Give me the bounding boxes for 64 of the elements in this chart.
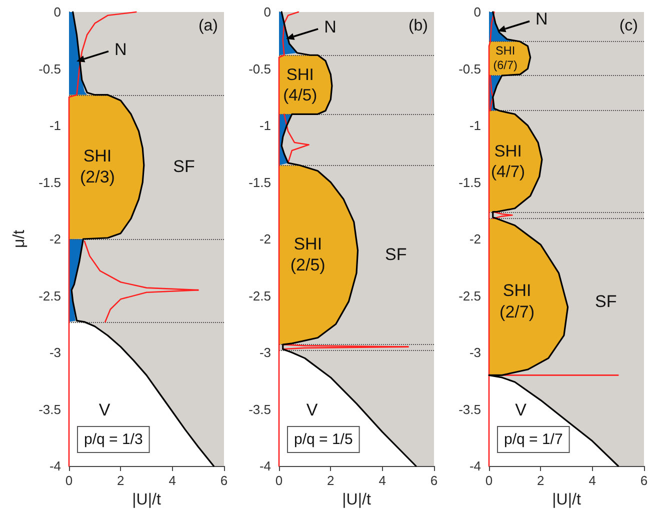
y-tick-label: -2 (49, 232, 61, 246)
y-tick-label: -4 (259, 458, 271, 474)
y-tick-label: -1 (259, 118, 271, 133)
annotation: (a) (198, 18, 218, 34)
y-tick-label: -1.5 (38, 174, 61, 190)
y-tick-label: -2.5 (38, 288, 61, 304)
x-tick-label: 2 (537, 473, 544, 488)
x-tick-label: 2 (117, 473, 124, 488)
x-tick-label: 4 (168, 473, 176, 488)
series-label: SHI (2/3) (80, 146, 115, 187)
series-label: SHI (2/7) (500, 281, 535, 322)
y-tick-label: -1 (469, 118, 481, 133)
series-label: V (98, 400, 111, 420)
y-tick-label: -2 (259, 232, 271, 246)
series-label: SHI (4/7) (491, 142, 526, 182)
x-axis-title: |U|/t (342, 492, 372, 508)
y-axis-title: μ/t (11, 229, 28, 248)
series-label: SHI (6/7) (493, 44, 518, 72)
y-tick-label: -2.5 (458, 288, 481, 304)
series-label: V (515, 400, 528, 420)
y-tick-label: -4 (49, 458, 61, 474)
y-tick-label: 0 (264, 4, 271, 20)
x-tick-label: 0 (275, 473, 283, 488)
y-tick-label: -3.5 (458, 402, 481, 417)
y-tick-label: -3.5 (248, 402, 271, 417)
x-tick-label: 6 (430, 473, 438, 488)
y-tick-label: -3 (259, 345, 271, 360)
annotation: p/q = 1/3 (84, 431, 143, 448)
annotation: p/q = 1/7 (504, 431, 563, 448)
x-tick-label: 2 (327, 473, 334, 488)
x-tick-label: 4 (378, 473, 386, 488)
series-label: N (324, 17, 336, 36)
y-tick-label: -4 (469, 458, 481, 474)
annotation: p/q = 1/5 (294, 431, 353, 448)
y-tick-label: 0 (54, 4, 61, 20)
x-axis-title: |U|/t (552, 492, 582, 508)
x-axis-title: |U|/t (132, 492, 162, 508)
text: N (114, 40, 127, 59)
y-tick-label: -2 (469, 232, 481, 246)
annotation: (c) (619, 18, 638, 34)
series-label: N (536, 10, 548, 29)
y-tick-label: -3 (469, 345, 481, 360)
y-tick-label: -2.5 (248, 288, 271, 304)
series-label: V (306, 400, 318, 420)
x-tick-label: 4 (588, 473, 596, 488)
y-tick-label: -1 (49, 118, 61, 133)
y-tick-label: -1.5 (248, 174, 271, 190)
y-tick-label: -3 (49, 345, 61, 360)
y-tick-label: -0.5 (248, 61, 271, 76)
band-label: SF (385, 245, 407, 264)
x-tick-label: 6 (220, 473, 228, 488)
y-tick-label: -0.5 (38, 61, 61, 76)
y-tick-label: -3.5 (38, 402, 61, 417)
x-tick-label: 0 (65, 473, 73, 488)
y-tick-label: -0.5 (458, 61, 481, 76)
series-label: SHI (4/5) (283, 64, 318, 105)
x-tick-label: 0 (485, 473, 493, 488)
band-label: SF (595, 292, 617, 311)
annotation: (b) (408, 18, 428, 34)
x-tick-label: 6 (640, 473, 648, 488)
y-tick-label: -1.5 (458, 174, 481, 190)
band-label: SF (173, 157, 195, 176)
series-label: SHI (2/5) (290, 234, 326, 275)
y-tick-label: 0 (474, 4, 481, 20)
